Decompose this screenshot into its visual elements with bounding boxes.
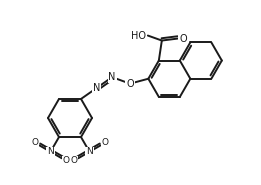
Text: O: O	[102, 138, 109, 147]
Text: O: O	[63, 156, 70, 165]
Text: HO: HO	[131, 31, 146, 41]
Text: O: O	[179, 33, 187, 43]
Text: N: N	[86, 147, 93, 156]
Text: O: O	[31, 138, 38, 147]
Text: O: O	[126, 79, 134, 89]
Text: N: N	[93, 83, 100, 93]
Text: O: O	[70, 156, 78, 165]
Text: N: N	[108, 72, 116, 82]
Text: N: N	[47, 147, 54, 156]
